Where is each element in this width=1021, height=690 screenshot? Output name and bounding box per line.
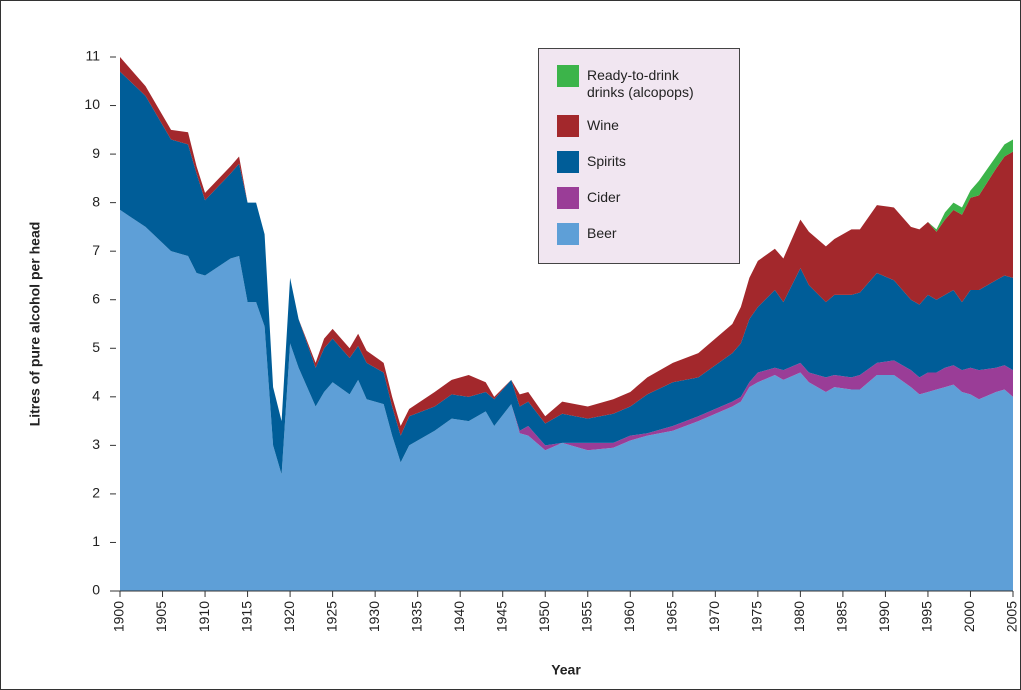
legend: Ready-to-drink drinks (alcopops) Wine Spir… [538, 48, 740, 264]
legend-swatch [557, 115, 579, 137]
x-tick-label: 1915 [238, 601, 254, 632]
x-tick-label: 1930 [366, 601, 382, 632]
legend-swatch [557, 65, 579, 87]
x-tick-label: 1975 [749, 601, 765, 632]
legend-swatch [557, 151, 579, 173]
x-tick-label: 1945 [493, 601, 509, 632]
x-tick-label: 1985 [834, 601, 850, 632]
x-tick-label: 1955 [578, 601, 594, 632]
y-tick-label: 2 [92, 485, 100, 501]
y-axis-label: Litres of pure alcohol per head [27, 222, 43, 427]
area [120, 71, 1013, 475]
x-tick-label: 2005 [1004, 601, 1020, 632]
legend-label: Beer [587, 225, 617, 241]
legend-swatch [557, 187, 579, 209]
y-tick-label: 9 [92, 145, 100, 161]
area [120, 57, 1013, 436]
y-tick-label: 1 [92, 533, 100, 549]
x-tick-label: 1935 [408, 601, 424, 632]
x-tick-label: 1900 [111, 601, 127, 632]
x-axis-label: Year [551, 662, 581, 678]
y-tick-label: 8 [92, 193, 100, 209]
y-tick-label: 5 [92, 339, 100, 355]
x-tick-label: 1905 [153, 601, 169, 632]
x-tick-label: 1940 [451, 601, 467, 632]
y-tick-label: 11 [85, 48, 100, 64]
y-tick-label: 10 [84, 96, 100, 112]
y-tick-label: 4 [92, 388, 100, 404]
x-tick-label: 1995 [919, 601, 935, 632]
y-tick-label: 3 [92, 436, 100, 452]
legend-label: Ready-to-drink drinks (alcopops) [587, 67, 694, 100]
area [120, 209, 1013, 591]
y-tick-label: 6 [92, 290, 100, 306]
legend-label: Cider [587, 189, 621, 205]
x-tick-label: 1960 [621, 601, 637, 632]
legend-item: Wine [557, 115, 729, 137]
legend-item: Cider [557, 187, 729, 209]
legend-item: Beer [557, 223, 729, 245]
x-tick-label: 1965 [664, 601, 680, 632]
y-tick-label: 0 [92, 582, 100, 598]
x-tick-label: 1910 [196, 601, 212, 632]
x-tick-label: 1950 [536, 601, 552, 632]
legend-item: Spirits [557, 151, 729, 173]
x-tick-label: 1970 [706, 601, 722, 632]
legend-label: Wine [587, 117, 619, 133]
x-tick-label: 1925 [323, 601, 339, 632]
x-tick-label: 1980 [791, 601, 807, 632]
x-tick-label: 1990 [876, 601, 892, 632]
legend-item: Ready-to-drink drinks (alcopops) [557, 65, 729, 101]
legend-swatch [557, 223, 579, 245]
y-tick-label: 7 [92, 242, 100, 258]
x-tick-label: 1920 [281, 601, 297, 632]
x-tick-label: 2000 [961, 601, 977, 632]
legend-label: Spirits [587, 153, 626, 169]
